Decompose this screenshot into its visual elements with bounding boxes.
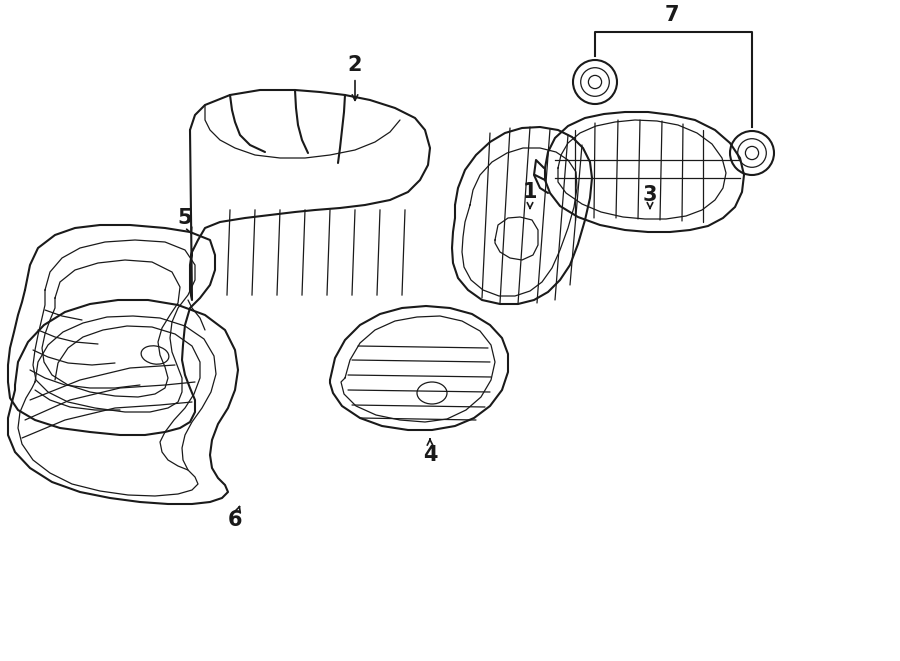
Text: 7: 7 [665, 5, 680, 25]
Text: 6: 6 [228, 506, 242, 530]
Text: 3: 3 [643, 185, 657, 208]
Text: 2: 2 [347, 55, 362, 100]
Text: 1: 1 [523, 182, 537, 208]
Text: 5: 5 [177, 208, 193, 234]
Text: 4: 4 [423, 439, 437, 465]
